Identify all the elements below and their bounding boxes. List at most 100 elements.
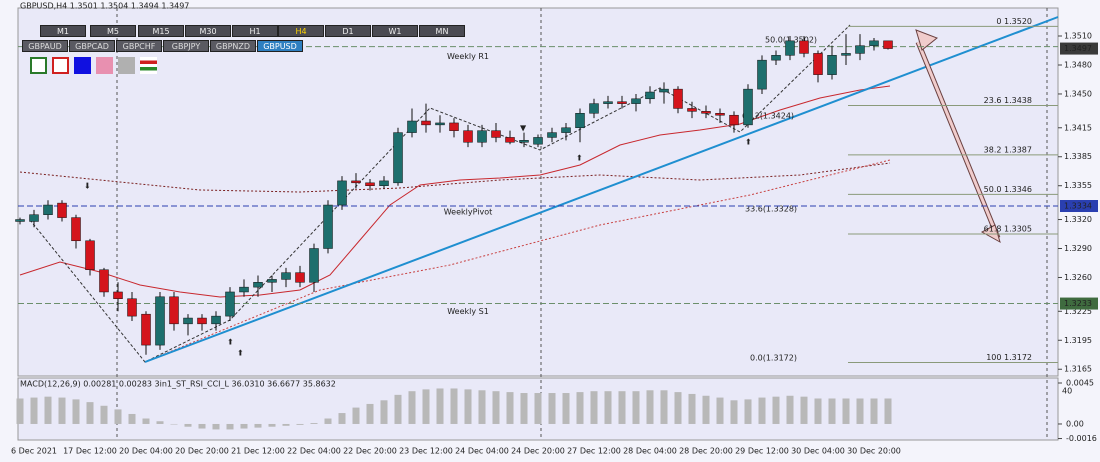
annotation: 33.6(1.3328) bbox=[745, 205, 797, 214]
macd-bar bbox=[44, 396, 52, 424]
macd-bar bbox=[422, 389, 430, 424]
candle-body bbox=[295, 272, 305, 283]
macd-bar bbox=[870, 398, 878, 424]
fib-label: 50.0 1.3346 bbox=[984, 185, 1032, 194]
macd-bar bbox=[268, 423, 276, 427]
candle-body bbox=[813, 53, 823, 75]
x-tick-label: 17 Dec 12:00 bbox=[63, 447, 117, 456]
symbol-tab[interactable]: GBPJPY bbox=[163, 40, 209, 52]
y-tick-label: 1.3290 bbox=[1064, 244, 1092, 253]
x-tick-label: 22 Dec 04:00 bbox=[287, 447, 341, 456]
fib-label: 38.2 1.3387 bbox=[984, 145, 1032, 154]
macd-bar bbox=[688, 393, 696, 424]
macd-bar bbox=[842, 398, 850, 424]
color-swatch[interactable] bbox=[118, 57, 135, 74]
arrow-head bbox=[915, 29, 938, 51]
macd-bar bbox=[394, 394, 402, 424]
y-tick-label: 1.3450 bbox=[1064, 89, 1092, 98]
candle-body bbox=[757, 59, 767, 90]
macd-bar bbox=[730, 400, 738, 424]
candle-body bbox=[631, 98, 641, 104]
macd-bar bbox=[646, 390, 654, 424]
timeframe-button[interactable]: MN bbox=[419, 25, 465, 37]
macd-bar bbox=[184, 423, 192, 427]
macd-bar bbox=[310, 423, 318, 424]
macd-bar bbox=[534, 393, 542, 424]
candle-body bbox=[449, 122, 459, 131]
timeframe-button[interactable]: D1 bbox=[325, 25, 371, 37]
trend-line bbox=[144, 16, 1059, 363]
candle-body bbox=[785, 40, 795, 56]
candle-body bbox=[603, 101, 613, 104]
price-box-label: 1.3233 bbox=[1064, 299, 1092, 308]
pivot-label: WeeklyPivot bbox=[444, 208, 493, 217]
arrow-head bbox=[980, 224, 1001, 244]
price-box bbox=[1060, 297, 1098, 310]
fib-label: 0 1.3520 bbox=[996, 17, 1032, 26]
candle-body bbox=[71, 217, 81, 242]
price-box-label: 1.3497 bbox=[1064, 44, 1092, 53]
symbol-tab[interactable]: GBPAUD bbox=[22, 40, 68, 52]
plot-area bbox=[17, 7, 1059, 377]
signal-arrow: ⬇ bbox=[84, 182, 91, 191]
macd-bar bbox=[632, 391, 640, 424]
y-tick-label: 1.3195 bbox=[1064, 336, 1092, 345]
candle-body bbox=[589, 103, 599, 114]
candle-body bbox=[365, 182, 375, 186]
macd-bar bbox=[114, 409, 122, 424]
candle-body bbox=[85, 240, 95, 271]
macd-bar bbox=[380, 400, 388, 424]
signal-arrow: ⬆ bbox=[237, 349, 244, 358]
color-swatch[interactable] bbox=[74, 57, 91, 74]
macd-bar bbox=[170, 423, 178, 425]
macd-bar bbox=[254, 423, 262, 428]
candle-body bbox=[351, 180, 361, 184]
pivot-label: Weekly S1 bbox=[447, 307, 489, 316]
x-tick-label: 28 Dec 04:00 bbox=[623, 447, 677, 456]
timeframe-button[interactable]: M5 bbox=[90, 25, 136, 37]
macd-bar bbox=[408, 391, 416, 424]
indicator-tick-label: -0.0016 bbox=[1066, 434, 1097, 443]
symbol-tab[interactable]: GBPCHF bbox=[116, 40, 162, 52]
macd-bar bbox=[744, 399, 752, 424]
candle-body bbox=[155, 296, 165, 346]
macd-bar bbox=[856, 398, 864, 424]
x-tick-label: 30 Dec 04:00 bbox=[791, 447, 845, 456]
candle-body bbox=[435, 122, 445, 126]
symbol-tab-active[interactable]: GBPUSD bbox=[257, 40, 303, 52]
candle-body bbox=[183, 317, 193, 325]
timeframe-button-active[interactable]: H4 bbox=[278, 25, 324, 37]
y-tick-label: 1.3260 bbox=[1064, 273, 1092, 282]
color-swatch[interactable] bbox=[96, 57, 113, 74]
x-tick-label: 21 Dec 12:00 bbox=[231, 447, 285, 456]
candle-body bbox=[379, 180, 389, 186]
timeframe-button[interactable]: M1 bbox=[40, 25, 86, 37]
x-tick-label: 22 Dec 20:00 bbox=[343, 447, 397, 456]
candle-body bbox=[169, 296, 179, 325]
candle-body bbox=[827, 55, 837, 75]
color-swatch[interactable] bbox=[30, 57, 47, 74]
macd-bar bbox=[506, 392, 514, 424]
macd-bar bbox=[618, 391, 626, 424]
macd-bar bbox=[436, 388, 444, 424]
candle-body bbox=[729, 114, 739, 126]
color-swatch[interactable] bbox=[52, 57, 69, 74]
symbol-tab[interactable]: GBPCAD bbox=[69, 40, 115, 52]
timeframe-button[interactable]: W1 bbox=[372, 25, 418, 37]
macd-bar bbox=[450, 388, 458, 424]
color-swatch[interactable] bbox=[140, 57, 157, 74]
macd-bar bbox=[86, 402, 94, 424]
timeframe-button[interactable]: M30 bbox=[185, 25, 231, 37]
candle-body bbox=[253, 282, 263, 288]
indicator-title: MACD(12,26,9) 0.00281 0.00283 3in1_ST_RS… bbox=[20, 380, 336, 389]
candle-body bbox=[799, 40, 809, 54]
price-box bbox=[1060, 200, 1098, 213]
candle-body bbox=[841, 53, 851, 56]
macd-bar bbox=[576, 392, 584, 424]
timeframe-button[interactable]: H1 bbox=[232, 25, 278, 37]
timeframe-button[interactable]: M15 bbox=[138, 25, 184, 37]
macd-bar bbox=[338, 413, 346, 424]
macd-bar bbox=[478, 390, 486, 424]
symbol-tab[interactable]: GBPNZD bbox=[210, 40, 256, 52]
